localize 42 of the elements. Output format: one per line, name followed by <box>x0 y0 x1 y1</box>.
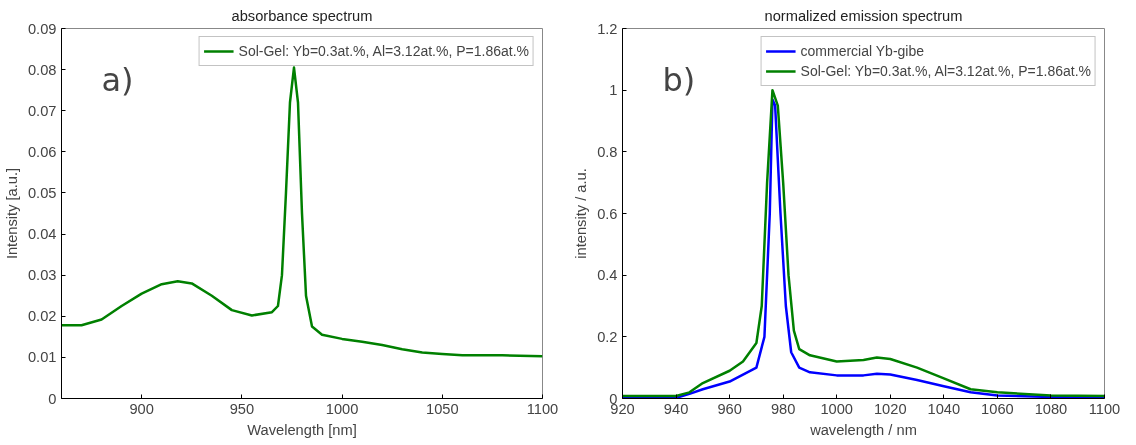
x-axis-title: wavelength / nm <box>809 421 917 438</box>
y-tick-label: 0.01 <box>27 349 57 366</box>
y-tick-label: 1.2 <box>597 20 618 37</box>
y-tick-label: 0.02 <box>27 308 57 325</box>
legend-label: Sol-Gel: Yb=0.3at.%, Al=3.12at.%, P=1.86at.% <box>800 63 1091 79</box>
x-tick-label: 1020 <box>873 400 907 417</box>
legend-label: commercial Yb-gibe <box>800 43 925 59</box>
y-axis-title: Intensity [a.u.] <box>3 167 20 260</box>
x-tick-label: 1100 <box>1088 400 1121 417</box>
x-tick-label: 1100 <box>526 400 559 417</box>
y-tick-label: 0.2 <box>597 328 618 345</box>
y-tick-label: 0 <box>48 390 57 407</box>
annotation: b) <box>662 60 696 99</box>
y-tick-label: 0.05 <box>27 184 57 201</box>
x-tick-label: 1050 <box>425 400 459 417</box>
x-tick-label: 980 <box>770 400 796 417</box>
annotation: a) <box>101 60 134 99</box>
x-tick-label: 900 <box>129 400 154 417</box>
legend-label: Sol-Gel: Yb=0.3at.%, Al=3.12at.%, P=1.86at.% <box>238 43 529 59</box>
y-tick-label: 0.06 <box>27 143 57 160</box>
x-tick-label: 960 <box>717 400 742 417</box>
y-axis-title: intensity / a.u. <box>573 168 590 259</box>
chart-title: absorbance spectrum <box>231 7 373 24</box>
x-axis-title: Wavelength [nm] <box>247 421 357 438</box>
y-tick-label: 0.08 <box>27 61 57 78</box>
chart-title: normalized emission spectrum <box>764 7 963 24</box>
y-tick-label: 0.07 <box>27 102 57 119</box>
y-tick-label: 0.03 <box>27 267 57 284</box>
y-tick-label: 0.6 <box>597 205 618 222</box>
x-tick-label: 1080 <box>1034 400 1068 417</box>
y-tick-label: 0.04 <box>27 226 57 243</box>
x-tick-label: 1060 <box>981 400 1014 417</box>
x-tick-label: 940 <box>663 400 689 417</box>
y-tick-label: 1 <box>609 82 618 99</box>
y-tick-label: 0.09 <box>27 20 57 37</box>
y-tick-label: 0.4 <box>597 267 618 284</box>
x-tick-label: 1040 <box>927 400 961 417</box>
x-tick-label: 1000 <box>820 400 854 417</box>
x-tick-label: 950 <box>229 400 255 417</box>
line-series <box>61 66 543 358</box>
x-tick-label: 1000 <box>325 400 359 417</box>
y-tick-label: 0.8 <box>597 143 618 160</box>
